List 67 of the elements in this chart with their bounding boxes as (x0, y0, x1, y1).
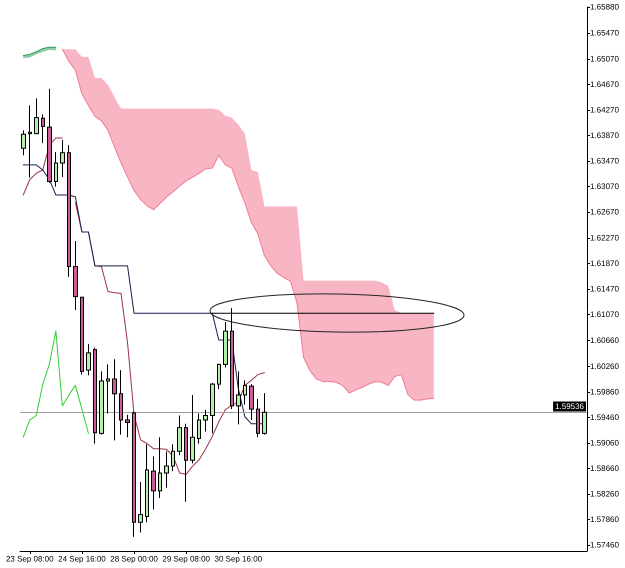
y-tick-label: 1.63070 (590, 182, 620, 192)
candlestick (190, 394, 195, 464)
candlestick (112, 358, 117, 441)
candlestick (125, 414, 130, 438)
candlestick (34, 98, 39, 135)
y-tick-label: 1.62670 (590, 208, 620, 217)
candlestick (184, 423, 188, 502)
y-tick-label: 1.58660 (590, 464, 620, 474)
candlestick (132, 411, 136, 538)
y-tick-label: 1.61070 (590, 310, 620, 319)
candlestick (67, 144, 71, 278)
y-tick-label: 1.63470 (590, 156, 620, 166)
x-tick-label: 29 Sep 08:00 (162, 554, 211, 564)
candlestick (243, 380, 247, 406)
y-tick-label: 1.57860 (590, 515, 620, 524)
candlestick (60, 139, 65, 178)
y-tick-label: 1.61870 (590, 258, 620, 268)
y-tick-label: 1.59860 (590, 387, 620, 396)
y-tick-label: 1.60660 (590, 336, 620, 346)
y-tick-label: 1.59060 (590, 438, 620, 448)
candlestick (99, 370, 104, 436)
x-tick-label: 23 Sep 08:00 (6, 554, 54, 564)
candlestick (86, 343, 91, 376)
candlestick (217, 363, 221, 390)
y-tick-label: 1.65880 (590, 2, 620, 12)
candlestick (28, 104, 32, 178)
y-tick-label: 1.61470 (590, 284, 620, 294)
candlestick (203, 409, 208, 432)
candlestick (249, 384, 254, 420)
y-tick-label: 1.64270 (590, 105, 620, 114)
candlestick (138, 481, 143, 533)
line-series (22, 330, 89, 438)
candlestick (210, 382, 215, 434)
candlestick (80, 296, 84, 376)
candlestick (54, 152, 58, 188)
candlestick (262, 392, 267, 436)
y-tick-label: 1.60260 (590, 362, 620, 371)
candlestick (236, 370, 241, 425)
candlestick (73, 240, 78, 311)
y-tick-label: 1.57460 (590, 540, 620, 550)
candlestick (119, 370, 123, 436)
x-tick-label: 28 Sep 00:00 (110, 554, 158, 564)
candlestick (223, 322, 228, 368)
candlestick (93, 347, 97, 444)
y-tick-label: 1.65470 (590, 28, 620, 38)
x-tick-label: 24 Sep 16:00 (58, 554, 106, 564)
candlestick (41, 114, 45, 144)
candlestick (197, 413, 201, 444)
candlestick (158, 436, 162, 498)
y-tick-label: 1.59460 (590, 412, 620, 422)
x-tick-label: 30 Sep 16:00 (214, 554, 263, 564)
candlestick (164, 450, 169, 488)
ref-line-label: 1.59536 (555, 402, 585, 412)
candlestick (177, 414, 182, 456)
candlestick (106, 364, 110, 414)
candlestick (145, 444, 149, 523)
y-tick-label: 1.62270 (590, 233, 620, 242)
y-tick-label: 1.65070 (590, 54, 620, 64)
y-tick-label: 1.63870 (590, 130, 620, 140)
candlestick (47, 88, 52, 184)
candlestick (256, 398, 260, 438)
y-tick-label: 1.64670 (590, 80, 620, 89)
candlestick (151, 456, 156, 510)
y-tick-label: 1.58260 (590, 490, 620, 499)
line-series (22, 164, 265, 424)
candlestick (21, 130, 26, 156)
candlestick (171, 444, 175, 472)
